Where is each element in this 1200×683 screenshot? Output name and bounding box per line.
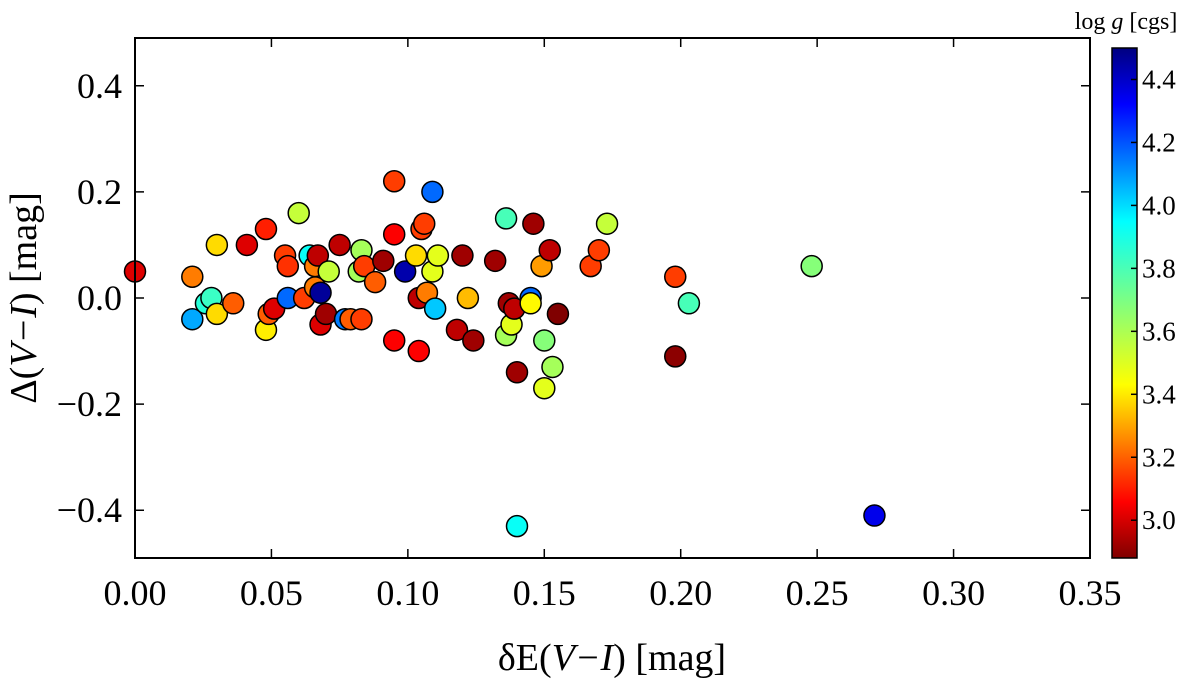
data-point	[541, 355, 564, 379]
data-point	[404, 244, 428, 267]
data-point	[426, 244, 450, 267]
data-point	[546, 302, 570, 326]
data-point	[317, 260, 340, 283]
colorbar-tick-label: 3.4	[1142, 379, 1176, 409]
data-point	[462, 329, 485, 352]
data-points	[123, 170, 886, 538]
x-tick-label: 0.25	[786, 573, 849, 613]
data-point	[505, 361, 529, 384]
data-point	[276, 254, 300, 278]
colorbar	[1111, 47, 1138, 559]
data-point	[421, 180, 444, 204]
y-axis-label: Δ(V−I) [mag]	[3, 192, 45, 404]
data-point	[205, 302, 229, 326]
data-point	[393, 260, 417, 283]
y-tick-label: −0.2	[57, 384, 122, 424]
data-point	[382, 329, 406, 352]
data-point	[306, 244, 330, 267]
colorbar-tick-label: 4.2	[1142, 127, 1176, 157]
x-axis-label: δE(V−I) [mag]	[498, 637, 726, 679]
data-point	[587, 238, 611, 262]
data-point	[483, 249, 507, 273]
x-tick-label: 0.15	[513, 573, 576, 613]
data-point	[519, 292, 542, 315]
x-tick-label: 0.30	[922, 573, 985, 613]
data-point	[372, 249, 395, 273]
x-tick-label: 0.00	[104, 573, 167, 613]
data-point	[423, 297, 447, 320]
y-tick-label: −0.4	[57, 490, 122, 530]
x-axis: 0.00 0.05 0.10 0.15 0.20 0.25 0.30 0.35	[104, 38, 1122, 613]
x-tick-label: 0.05	[240, 573, 303, 613]
data-point	[445, 318, 469, 342]
data-point	[595, 212, 619, 235]
colorbar-tick-label: 3.2	[1142, 442, 1176, 472]
data-point	[412, 212, 436, 235]
data-point	[664, 345, 687, 368]
data-point	[363, 270, 387, 294]
data-point	[314, 302, 338, 326]
data-point	[494, 207, 518, 230]
data-point	[350, 307, 373, 331]
data-point	[205, 233, 229, 257]
data-point	[533, 376, 556, 400]
data-point	[407, 339, 431, 363]
data-point	[800, 254, 823, 278]
colorbar-ticks: 3.0 3.2 3.4 3.6 3.8 4.0 4.2 4.4	[1131, 64, 1176, 535]
colorbar-tick-label: 3.0	[1142, 505, 1176, 535]
colorbar-tick-label: 3.6	[1142, 316, 1176, 346]
y-axis: −0.4 −0.2 0.0 0.2 0.4	[57, 66, 1090, 530]
data-point	[522, 212, 545, 235]
colorbar-tick-label: 4.4	[1142, 64, 1176, 94]
data-point	[328, 233, 351, 257]
y-tick-label: 0.2	[77, 172, 122, 212]
data-point	[235, 233, 259, 257]
data-point	[538, 238, 561, 262]
data-point	[221, 292, 245, 315]
y-tick-label: 0.0	[77, 278, 122, 318]
x-tick-label: 0.20	[649, 573, 712, 613]
data-point	[456, 286, 480, 310]
data-point	[451, 244, 474, 267]
data-point	[181, 265, 204, 289]
data-point	[863, 504, 886, 527]
data-point	[382, 170, 406, 193]
data-point	[664, 265, 687, 289]
data-point	[287, 201, 310, 225]
data-point	[254, 217, 278, 241]
colorbar-tick-label: 3.8	[1142, 253, 1176, 283]
colorbar-tick-label: 4.0	[1142, 190, 1176, 220]
y-tick-label: 0.4	[77, 66, 122, 106]
data-point	[382, 223, 406, 246]
data-point	[533, 329, 556, 352]
data-point	[181, 307, 204, 331]
data-point	[309, 281, 332, 304]
x-tick-label: 0.35	[1059, 573, 1122, 613]
colorbar-title: log g [cgs]	[1075, 9, 1178, 35]
data-point	[505, 514, 529, 538]
x-tick-label: 0.10	[376, 573, 439, 613]
data-point	[677, 292, 701, 315]
